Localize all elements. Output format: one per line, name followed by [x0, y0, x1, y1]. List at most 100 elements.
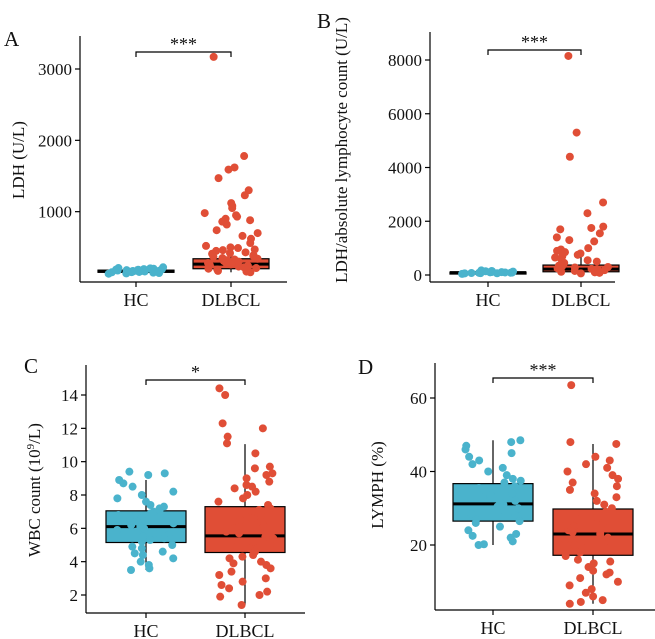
data-point: [568, 528, 577, 537]
data-point: [576, 269, 585, 278]
data-point: [145, 564, 154, 573]
data-point: [507, 449, 516, 458]
data-point: [138, 551, 147, 559]
data-point: [561, 520, 570, 529]
data-point: [583, 256, 592, 265]
data-point: [114, 511, 123, 519]
data-point: [238, 231, 247, 240]
data-point: [161, 516, 170, 524]
data-point: [557, 267, 566, 276]
data-point: [127, 268, 136, 277]
data-point: [601, 507, 610, 516]
data-point: [606, 557, 615, 566]
data-point: [576, 574, 585, 583]
y-axis-title: LDH/absolute lymphocyte count (U/L): [332, 17, 351, 283]
group-dlbcl: [204, 384, 286, 609]
data-point: [262, 471, 271, 479]
data-point: [464, 526, 473, 535]
data-point: [236, 516, 245, 524]
y-tick-label: 4000: [388, 159, 422, 178]
data-point: [258, 424, 267, 433]
data-point: [218, 246, 227, 255]
data-point: [128, 482, 137, 491]
data-point: [269, 534, 278, 543]
data-point: [246, 268, 255, 277]
data-point: [565, 485, 574, 494]
y-tick-label: 40: [410, 463, 427, 482]
data-point: [265, 477, 274, 486]
data-point: [509, 267, 518, 276]
data-point: [561, 552, 570, 561]
data-point: [242, 474, 251, 483]
data-point: [589, 592, 598, 601]
data-point: [209, 52, 218, 61]
data-point: [169, 487, 178, 496]
data-point: [137, 491, 146, 499]
panel-label: A: [4, 27, 20, 51]
data-point: [240, 152, 249, 161]
panel-label: B: [317, 9, 331, 33]
data-point: [238, 577, 247, 586]
y-axis-title-tail: /L): [25, 423, 44, 444]
data-point: [260, 522, 269, 531]
data-point: [576, 597, 585, 606]
data-point: [248, 482, 257, 491]
data-point: [552, 233, 561, 242]
data-point: [474, 484, 483, 493]
group-hc: [105, 467, 187, 574]
data-point: [570, 263, 579, 272]
data-point: [140, 267, 149, 276]
data-point: [508, 474, 517, 483]
data-point: [465, 452, 474, 461]
data-point: [234, 244, 243, 253]
data-point: [158, 547, 167, 556]
data-point: [502, 471, 511, 480]
y-tick-label: 8: [70, 486, 79, 505]
data-point: [227, 567, 236, 576]
data-point: [481, 267, 490, 276]
data-point: [160, 469, 169, 478]
data-point: [599, 222, 608, 231]
data-point: [573, 555, 582, 564]
data-point: [495, 522, 504, 531]
data-point: [587, 223, 596, 232]
group-hc: [449, 266, 527, 278]
data-point: [226, 243, 235, 252]
data-point: [592, 496, 601, 505]
data-point: [616, 511, 625, 520]
data-point: [583, 209, 592, 218]
data-point: [265, 541, 274, 549]
x-tick-label: DLBCL: [201, 290, 260, 310]
data-point: [556, 225, 565, 234]
data-point: [112, 265, 121, 274]
data-point: [212, 226, 221, 235]
data-point: [486, 491, 495, 500]
data-point: [587, 264, 596, 273]
data-point: [222, 527, 231, 536]
significance-bracket: [135, 51, 232, 57]
data-point: [222, 220, 231, 229]
data-point: [204, 259, 213, 268]
data-point: [468, 460, 477, 469]
data-point: [223, 432, 232, 441]
data-point: [582, 460, 591, 469]
data-point: [565, 599, 574, 608]
data-point: [215, 384, 224, 393]
data-point: [204, 264, 213, 273]
data-point: [598, 596, 607, 605]
panel-d: 20 40 60 HC DLBCL *** D LYMPH (%): [358, 355, 655, 638]
data-point: [479, 540, 488, 549]
data-point: [130, 549, 139, 558]
data-point: [511, 511, 520, 520]
data-point: [216, 592, 225, 601]
data-point: [589, 566, 598, 575]
data-point: [507, 438, 516, 447]
data-point: [248, 514, 257, 523]
data-point: [498, 463, 507, 472]
data-point: [607, 504, 616, 513]
x-tick-label: DLBCL: [551, 290, 610, 310]
data-point: [255, 506, 264, 514]
data-point: [581, 588, 590, 597]
x-tick-label: DLBCL: [563, 618, 622, 638]
data-point: [595, 229, 604, 238]
